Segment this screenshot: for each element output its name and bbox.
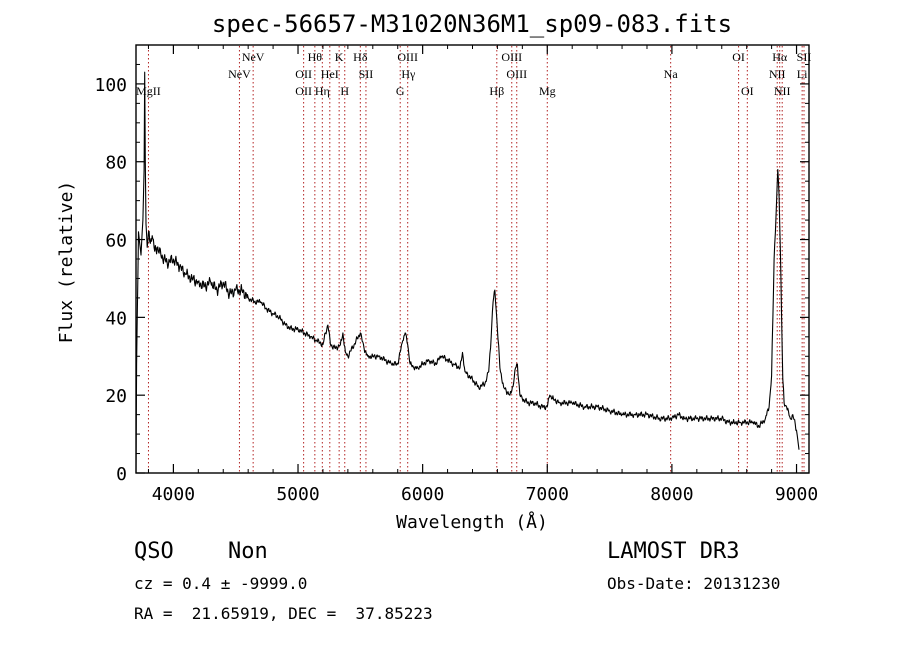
line-marker-label: HeI [321,67,339,81]
spectrum-line [135,71,800,474]
y-axis: 0 20 40 60 80 100 [94,44,809,485]
line-marker-label: Li [797,67,808,81]
x-axis-label: Wavelength (Å) [396,511,548,533]
line-marker-label: Na [664,67,679,81]
y-tick-label: 100 [94,75,127,96]
y-axis-label: Flux (relative) [56,181,77,344]
x-tick-label: 4000 [152,484,195,505]
obs-date-text: Obs-Date: 20131230 [607,574,781,593]
line-marker-label: NII [769,67,786,81]
line-markers-layer [147,46,805,472]
x-tick-label: 9000 [775,484,818,505]
survey-label: LAMOST DR3 [607,539,740,564]
line-marker-label: G [396,84,405,98]
line-marker-label: Hη [315,84,330,98]
x-tick-label: 6000 [401,484,444,505]
y-tick-label: 60 [105,231,127,252]
line-marker-label: SII [797,50,812,64]
object-subclass: Non [228,539,268,564]
line-marker-label: OIII [501,50,522,64]
line-marker-label: Hβ [489,84,504,98]
x-axis: 4000 5000 6000 7000 8000 9000 [147,45,818,505]
line-marker-label: Hθ [308,50,323,64]
line-marker-label: NII [774,84,791,98]
line-marker-label: K [335,50,344,64]
line-marker-label: OIII [397,50,418,64]
line-marker-label: OI [732,50,745,64]
y-tick-label: 0 [116,464,127,485]
x-tick-label: 8000 [650,484,693,505]
line-marker-label: Hα [772,50,788,64]
redshift-text: cz = 0.4 ± -9999.0 [134,574,308,593]
y-tick-label: 40 [105,308,127,329]
line-marker-label: OII [295,84,312,98]
line-marker-label: OI [741,84,754,98]
y-tick-label: 20 [105,386,127,407]
line-marker-label: OIII [506,67,527,81]
line-marker-label: Mg [539,84,556,98]
line-marker-label: NeV [228,67,251,81]
x-tick-label: 5000 [276,484,319,505]
line-labels-layer: MgIINeVNeVOIIOIIHθHηHeIKHHδSIIGOIIIHγHβO… [136,50,811,98]
object-class: QSO [134,539,174,564]
line-marker-label: SII [359,67,374,81]
coordinates-text: RA = 21.65919, DEC = 37.85223 [134,604,433,623]
chart-title: spec-56657-M31020N36M1_sp09-083.fits [212,10,732,38]
plot-frame [135,44,810,474]
line-marker-label: NeV [242,50,265,64]
x-tick-label: 7000 [526,484,569,505]
line-marker-label: H [340,84,349,98]
line-marker-label: OII [295,67,312,81]
y-tick-label: 80 [105,153,127,174]
line-marker-label: Hδ [353,50,368,64]
line-marker-label: Hγ [401,67,416,81]
line-marker-label: MgII [136,84,161,98]
